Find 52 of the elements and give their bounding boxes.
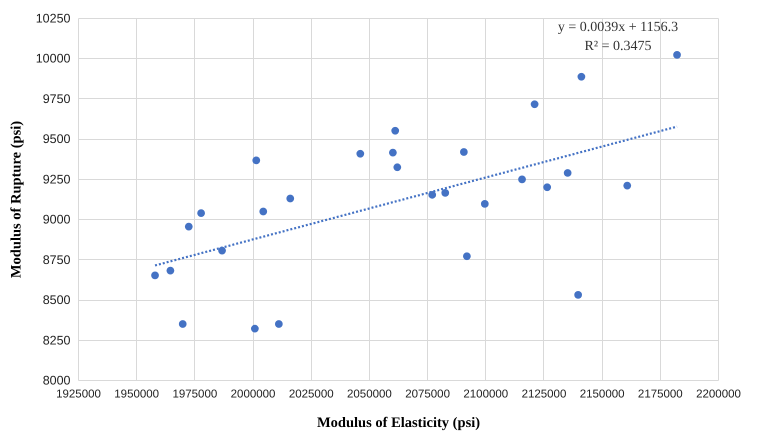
- y-tick-label: 8000: [42, 374, 71, 388]
- point: [151, 272, 159, 280]
- y-tick-label: 8250: [42, 333, 71, 348]
- x-tick-label: 2150000: [580, 388, 625, 400]
- x-tick-label: 1950000: [114, 388, 160, 400]
- y-tick-label: 8750: [42, 252, 71, 267]
- y-tick-label: 10000: [36, 52, 71, 66]
- annotation: R² = 0.3475: [584, 39, 652, 54]
- x-tick-label: 2025000: [288, 388, 334, 400]
- x-tick-label: 2175000: [638, 388, 683, 400]
- point: [166, 266, 174, 274]
- point: [184, 222, 193, 231]
- point: [393, 163, 402, 172]
- y-tick-label: 9500: [42, 132, 71, 146]
- point: [463, 252, 471, 260]
- x-tick-label: 2050000: [347, 388, 392, 400]
- x-tick-label: 2075000: [405, 388, 450, 400]
- point: [389, 148, 397, 157]
- point: [530, 100, 538, 108]
- point: [197, 209, 205, 218]
- y-tick-label: 9000: [42, 212, 71, 227]
- point: [259, 208, 268, 216]
- point: [574, 291, 582, 299]
- point: [286, 194, 294, 202]
- point: [673, 50, 681, 59]
- point: [518, 176, 526, 184]
- point: [460, 148, 468, 156]
- point: [274, 320, 283, 328]
- x-axis-title: Modulus of Elasticity (psi): [316, 415, 480, 431]
- point: [178, 320, 187, 328]
- point: [564, 169, 572, 177]
- x-tick-label: 2200000: [696, 388, 741, 400]
- point: [441, 189, 450, 197]
- point: [252, 156, 260, 164]
- point: [391, 126, 400, 135]
- x-tick-label: 1925000: [56, 388, 101, 400]
- point: [578, 72, 586, 81]
- x-tick-label: 1975000: [172, 388, 218, 400]
- point: [251, 324, 259, 333]
- x-tick-label: 2000000: [230, 388, 276, 400]
- x-tick-label: 2125000: [522, 388, 566, 400]
- y-axis-title: Modulus of Rupture (psi): [8, 120, 25, 278]
- point: [480, 200, 489, 208]
- point: [543, 183, 552, 192]
- annotation: y = 0.0039x + 1156.3: [558, 20, 678, 35]
- y-tick-label: 8500: [42, 293, 71, 308]
- point: [356, 150, 364, 158]
- y-tick-label: 10250: [36, 12, 71, 26]
- x-tick-label: 2100000: [463, 388, 508, 400]
- y-tick-label: 9750: [42, 92, 71, 106]
- point: [623, 182, 632, 190]
- y-tick-label: 9250: [42, 172, 71, 186]
